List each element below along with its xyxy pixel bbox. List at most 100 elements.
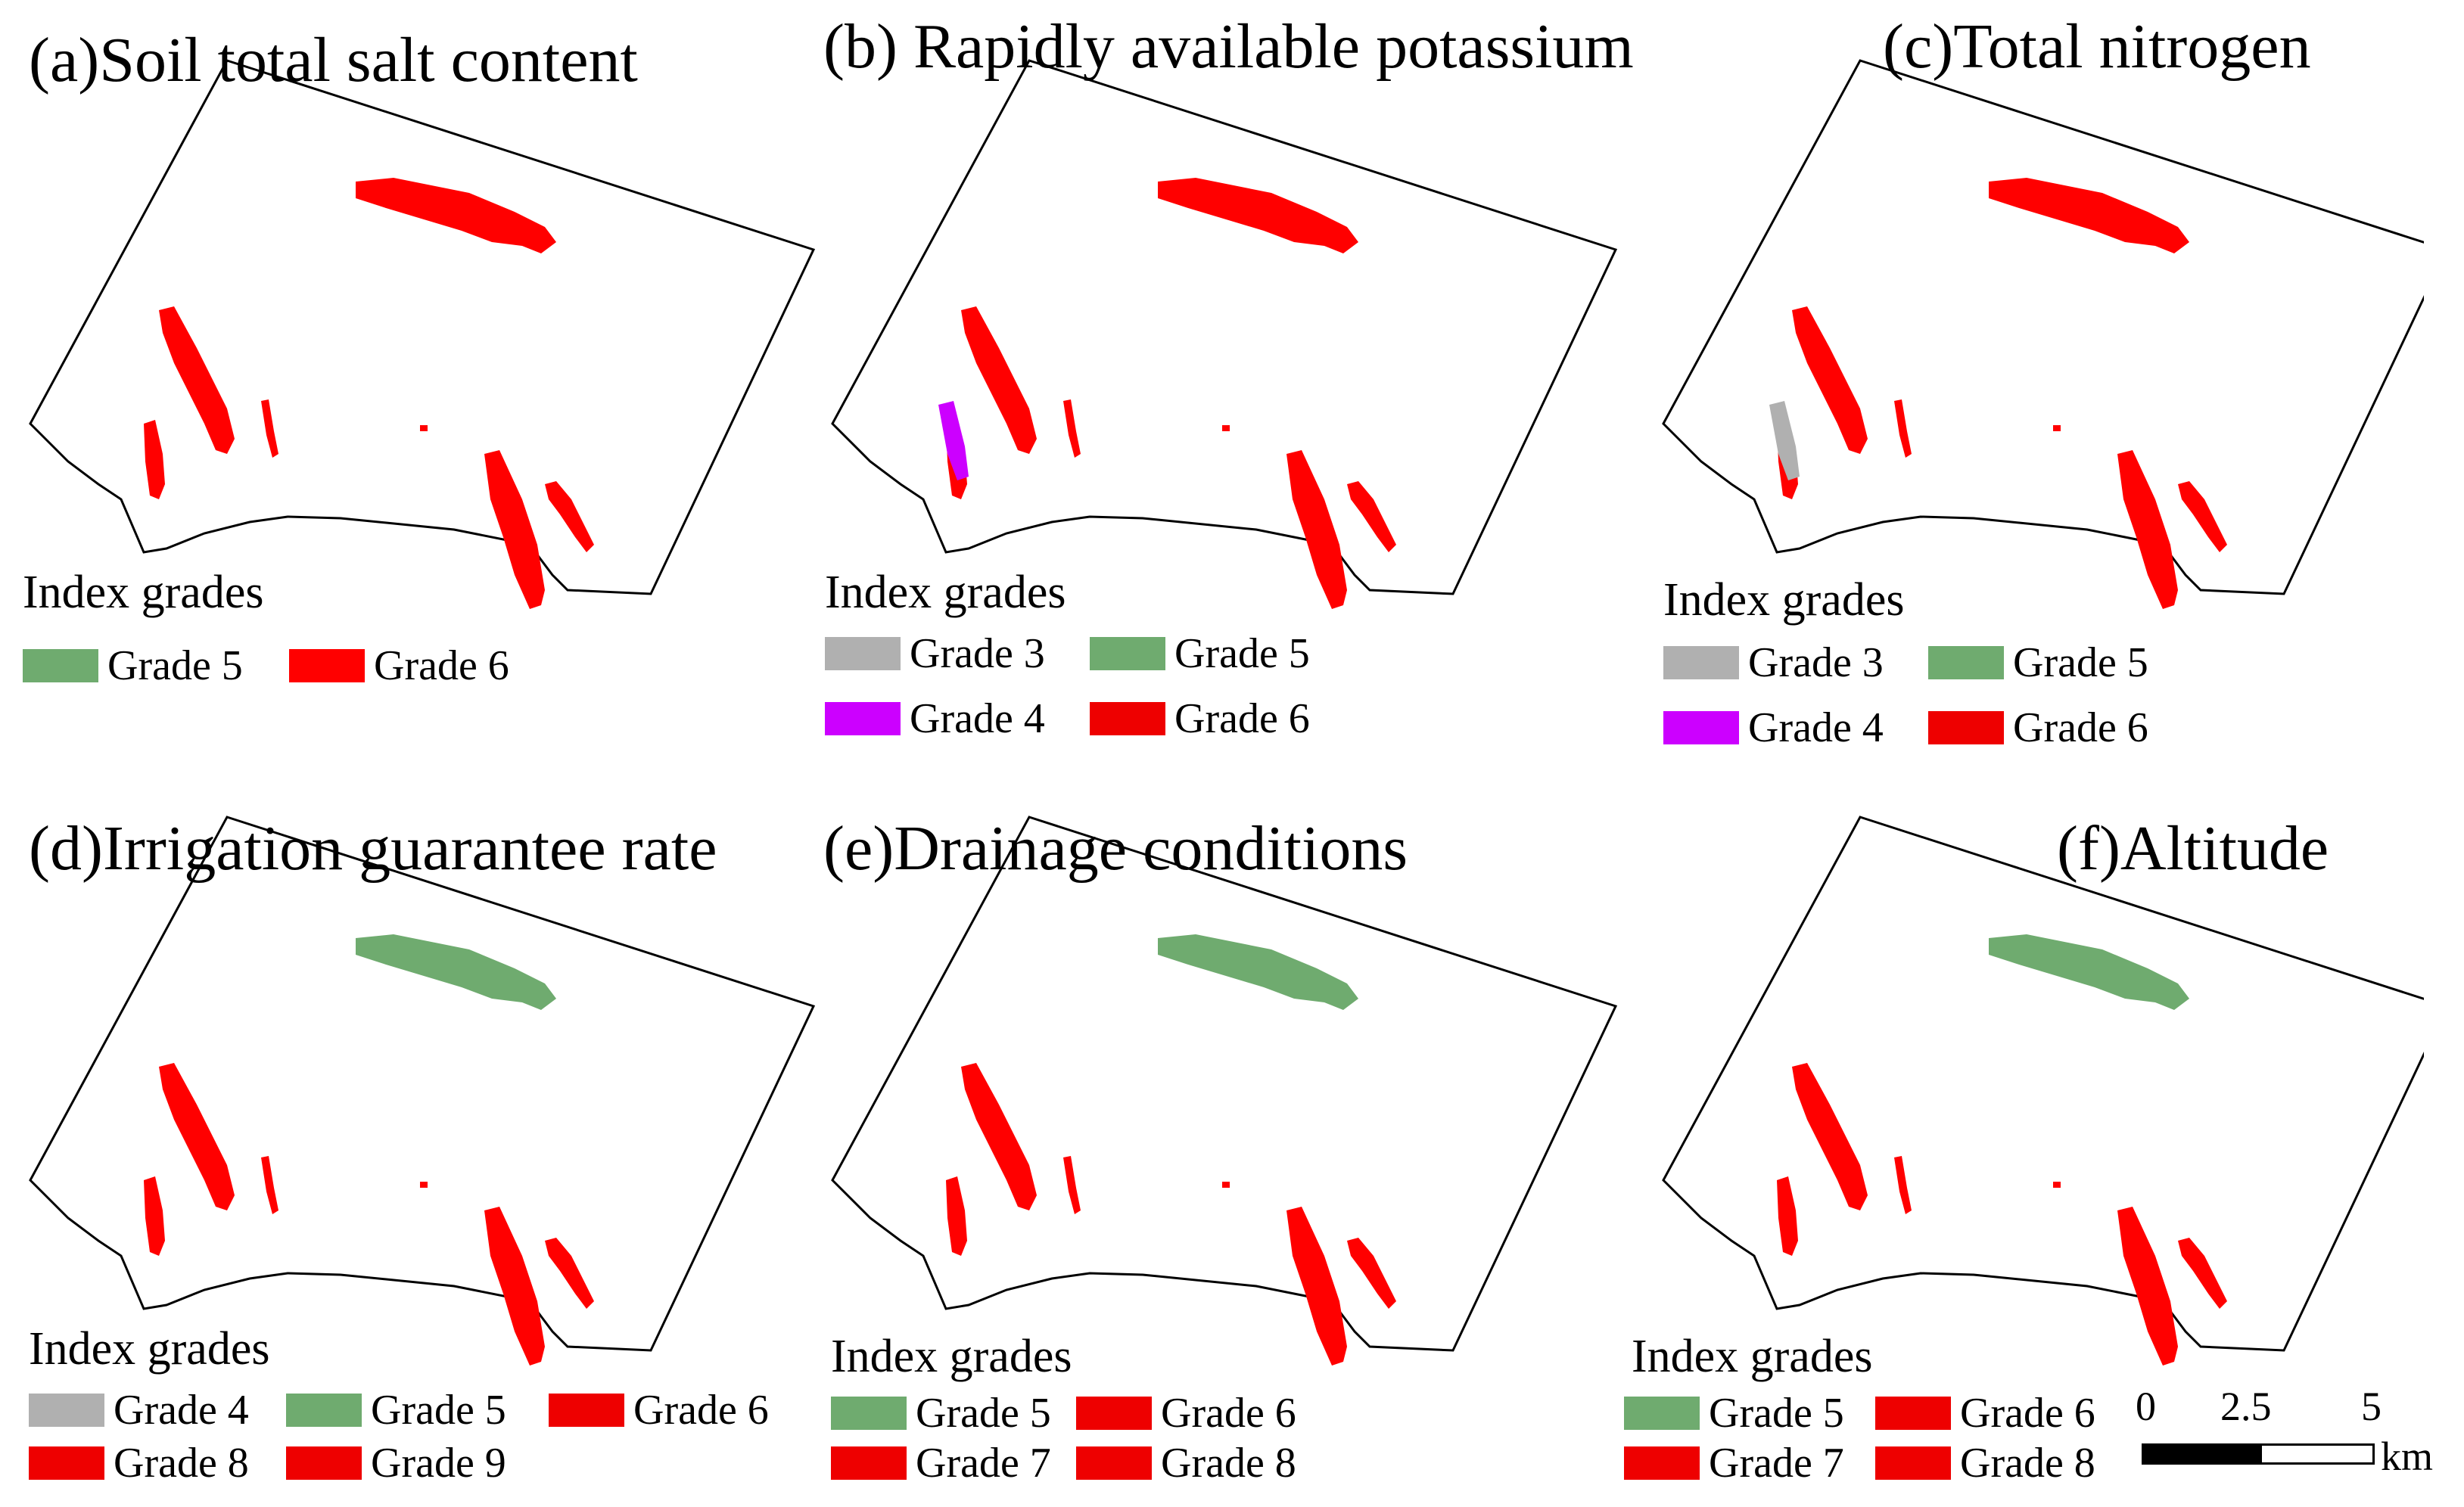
legend-label: Grade 6 [1161, 1390, 1296, 1437]
south-patch-side [545, 481, 594, 552]
legend-swatch [1624, 1446, 1700, 1480]
legend-label: Grade 5 [107, 642, 243, 689]
legend-title: Index grades [1663, 574, 1905, 626]
west-patch-strip [1063, 1156, 1081, 1214]
study-area-boundary [1662, 59, 2424, 595]
map-svg [831, 59, 1618, 609]
legend-swatch [1928, 646, 2004, 679]
west-patch-strip [1063, 399, 1081, 458]
legend-label: Grade 8 [1960, 1440, 2095, 1487]
panel-title: (a)Soil total salt content [29, 25, 638, 95]
west-patch-main [159, 1063, 235, 1210]
legend-label: Grade 7 [1709, 1440, 1844, 1487]
tiny-patch [420, 1182, 428, 1188]
legend-label: Grade 5 [371, 1387, 506, 1434]
northeast-patch [1158, 934, 1358, 1010]
legend-swatch [1624, 1397, 1700, 1430]
legend-swatch [286, 1394, 362, 1427]
south-patch-main [2117, 450, 2178, 609]
northeast-patch [356, 178, 556, 253]
scale-tick-2-5: 2.5 [2220, 1384, 2272, 1429]
legend-title: Index grades [1632, 1331, 1873, 1382]
west-patch-strip [1894, 399, 1912, 458]
west-patch-main [961, 306, 1037, 454]
map-svg [29, 59, 816, 609]
legend-swatch [831, 1397, 907, 1430]
legend-title: Index grades [825, 567, 1066, 618]
study-area-boundary [29, 59, 816, 595]
legend-swatch [1076, 1446, 1152, 1480]
legend-swatch [1875, 1397, 1951, 1430]
map-svg [831, 816, 1618, 1366]
west-patch-main [159, 306, 235, 454]
south-patch-main [484, 450, 545, 609]
panel-title: (e)Drainage conditions [823, 813, 1408, 884]
legend-title: Index grades [29, 1323, 270, 1375]
legend-label: Grade 8 [1161, 1440, 1296, 1487]
legend-swatch [549, 1394, 624, 1427]
south-patch-main [484, 1207, 545, 1366]
map-svg [29, 816, 816, 1366]
legend-label: Grade 6 [2013, 704, 2148, 751]
legend-label: Grade 6 [374, 642, 509, 689]
legend-swatch [1090, 702, 1165, 735]
legend-label: Grade 5 [1174, 630, 1310, 677]
legend-swatch [1663, 711, 1739, 744]
south-patch-side [545, 1238, 594, 1309]
west-patch-lower [144, 1176, 165, 1256]
legend-label: Grade 4 [114, 1387, 249, 1434]
study-area-boundary [831, 816, 1618, 1352]
legend-label: Grade 3 [1748, 639, 1884, 686]
south-patch-side [1347, 1238, 1396, 1309]
south-patch-side [1347, 481, 1396, 552]
map-panel-d: (d)Irrigation guarantee rate Index grades… [0, 757, 821, 1507]
legend-swatch [1928, 711, 2004, 744]
legend-swatch [1090, 637, 1165, 670]
study-area-boundary [831, 59, 1618, 595]
legend-swatch [29, 1394, 104, 1427]
legend-label: Grade 4 [910, 695, 1045, 742]
legend-label: Grade 3 [910, 630, 1045, 677]
northeast-patch [1989, 178, 2189, 253]
legend-label: Grade 6 [1174, 695, 1310, 742]
map-panel-e: (e)Drainage conditions Index grades Grade … [802, 757, 1623, 1507]
legend-swatch [23, 649, 98, 682]
west-patch-lower [1777, 1176, 1798, 1256]
south-patch-main [2117, 1207, 2178, 1366]
scale-bar: 0 2.5 5 km [2136, 1384, 2459, 1499]
legend-title: Index grades [831, 1331, 1072, 1382]
legend-label: Grade 6 [1960, 1390, 2095, 1437]
tiny-patch [2053, 425, 2061, 431]
tiny-patch [420, 425, 428, 431]
legend-label: Grade 4 [1748, 704, 1884, 751]
scale-unit: km [2381, 1434, 2434, 1479]
northeast-patch [1158, 178, 1358, 253]
highlight-patch [1769, 401, 1800, 480]
west-patch-main [1792, 1063, 1868, 1210]
legend-swatch [289, 649, 365, 682]
northeast-patch [1989, 934, 2189, 1010]
map-panel-a: (a)Soil total salt content Index grades Gr… [0, 0, 821, 750]
tiny-patch [2053, 1182, 2061, 1188]
legend-label: Grade 5 [916, 1390, 1051, 1437]
legend-swatch [1875, 1446, 1951, 1480]
study-area-boundary [29, 816, 816, 1352]
south-patch-main [1286, 450, 1347, 609]
tiny-patch [1222, 425, 1230, 431]
tiny-patch [1222, 1182, 1230, 1188]
panel-title: (c)Total nitrogen [1883, 11, 2311, 82]
legend-title: Index grades [23, 567, 264, 618]
legend-swatch [825, 702, 901, 735]
legend-swatch [831, 1446, 907, 1480]
map-panel-b: (b) Rapidly available potassium Index gra… [802, 0, 1634, 750]
legend-swatch [1076, 1397, 1152, 1430]
legend-label: Grade 6 [633, 1387, 769, 1434]
west-patch-main [961, 1063, 1037, 1210]
scale-tick-5: 5 [2361, 1384, 2382, 1429]
map-panel-f: (f)Altitude Index grades Grade 5 Grade 6 Gra… [1603, 757, 2424, 1507]
legend-swatch [825, 637, 901, 670]
south-patch-side [2178, 1238, 2227, 1309]
legend-label: Grade 5 [2013, 639, 2148, 686]
legend-label: Grade 9 [371, 1440, 506, 1487]
scale-bar-white-segment [2260, 1443, 2375, 1465]
